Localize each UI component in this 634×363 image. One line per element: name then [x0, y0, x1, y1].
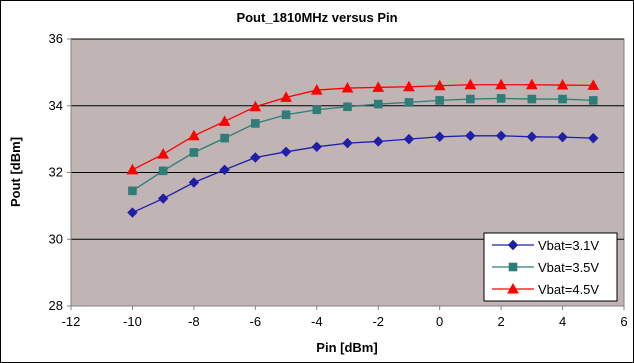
y-tick-label: 32: [49, 165, 63, 180]
series-line: [132, 97, 594, 192]
x-tick-label: -8: [188, 314, 200, 329]
data-point: [465, 130, 476, 141]
legend-marker: [508, 262, 518, 272]
axes: 28 30 32 34 36 -12 -10 -8 -6 -4 -2 0 2 4 6: [49, 31, 628, 329]
legend-marker: [507, 239, 519, 251]
data-point: [280, 146, 292, 158]
y-tick-label: 36: [49, 31, 63, 46]
x-tick-label: -4: [311, 314, 323, 329]
data-point: [372, 81, 385, 92]
data-point: [188, 177, 200, 188]
data-point: [433, 79, 446, 91]
legend: Vbat=3.1V Vbat=3.5V Vbat=4.5V: [483, 232, 618, 302]
data-point: [341, 82, 354, 93]
legend-label: Vbat=4.5V: [538, 282, 599, 297]
data-point: [526, 131, 538, 142]
y-axis-label: Pout [dBm]: [8, 137, 23, 207]
series-triangle: [126, 78, 600, 175]
data-point: [311, 141, 322, 153]
x-tick-label: 6: [620, 314, 627, 329]
x-tick-label: -6: [250, 314, 262, 329]
data-point: [128, 186, 137, 196]
series-square: [128, 94, 598, 196]
data-point: [373, 136, 384, 147]
data-point: [280, 91, 292, 102]
x-tick-label: -12: [62, 314, 81, 329]
data-point: [495, 78, 507, 90]
legend-item: Vbat=4.5V: [492, 282, 599, 297]
x-tick-label: 4: [559, 314, 566, 329]
legend-item: Vbat=3.5V: [492, 260, 599, 275]
data-point: [495, 130, 507, 141]
series-line: [132, 135, 594, 214]
x-tick-label: -10: [123, 314, 142, 329]
x-tick-label: 2: [497, 314, 504, 329]
data-point: [126, 163, 139, 175]
data-point: [496, 94, 506, 103]
data-point: [157, 148, 170, 159]
data-point: [310, 84, 323, 95]
chart-title: Pout_1810MHz versus Pin: [236, 10, 397, 25]
data-point: [219, 164, 230, 176]
series-group: [126, 78, 600, 218]
data-point: [281, 110, 291, 120]
data-point: [218, 115, 231, 126]
data-point: [588, 132, 599, 144]
x-tick-label: -2: [372, 314, 384, 329]
y-tick-label: 30: [49, 231, 63, 246]
data-point: [220, 133, 229, 143]
data-point: [312, 105, 322, 115]
data-point: [343, 102, 352, 112]
data-point: [558, 94, 567, 104]
legend-label: Vbat=3.1V: [538, 238, 599, 253]
x-axis-label: Pin [dBm]: [316, 340, 377, 355]
legend-label: Vbat=3.5V: [538, 260, 599, 275]
data-point: [158, 166, 168, 176]
data-point: [188, 129, 200, 141]
y-tick-label: 28: [49, 298, 63, 313]
data-point: [556, 79, 569, 90]
legend-marker: [507, 282, 519, 294]
data-point: [403, 80, 415, 92]
y-tick-label: 34: [49, 98, 63, 113]
data-point: [527, 94, 537, 104]
legend-item: Vbat=3.1V: [492, 238, 599, 253]
data-point: [434, 131, 445, 142]
series-diamond: [127, 130, 599, 218]
data-point: [189, 148, 199, 157]
data-point: [342, 137, 353, 149]
series-line: [132, 84, 594, 171]
data-point: [403, 133, 415, 145]
data-point: [157, 193, 169, 204]
data-point: [404, 98, 414, 107]
data-point: [464, 78, 477, 90]
data-point: [435, 96, 444, 105]
data-point: [588, 96, 598, 105]
data-point: [466, 94, 475, 104]
data-point: [587, 79, 600, 90]
data-point: [525, 78, 538, 90]
data-point: [557, 131, 568, 143]
x-tick-label: 0: [436, 314, 443, 329]
data-point: [249, 100, 262, 112]
data-point: [251, 119, 260, 128]
data-point: [127, 207, 138, 218]
data-point: [250, 152, 261, 163]
data-point: [373, 99, 383, 109]
